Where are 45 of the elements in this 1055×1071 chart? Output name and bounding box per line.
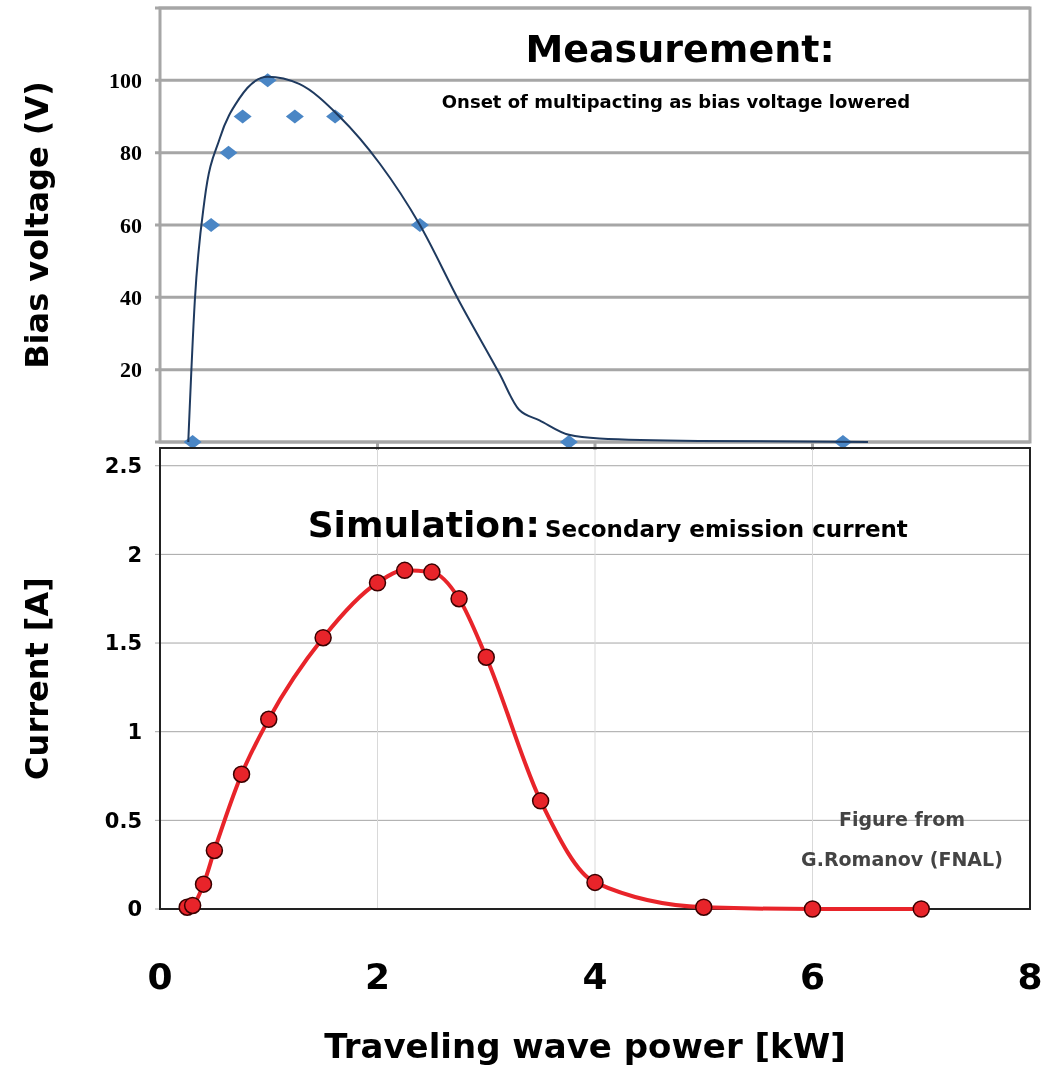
y-tick-label: 40 — [120, 285, 142, 311]
point — [260, 710, 278, 729]
point — [395, 561, 414, 580]
y-tick-label: 1.5 — [104, 631, 142, 656]
point — [559, 435, 578, 449]
point — [194, 875, 213, 893]
point — [314, 628, 332, 647]
x-tick-label: 6 — [799, 956, 826, 997]
annotation: Figure from G.Romanov (FNAL) — [801, 808, 1003, 870]
x-tick-label: 2 — [364, 956, 391, 997]
y-tick-label: 80 — [120, 140, 142, 166]
x-tick-label: 4 — [582, 956, 608, 997]
point — [586, 873, 604, 892]
y-tick-label: 20 — [120, 357, 142, 383]
point — [202, 218, 221, 232]
text: Secondary emission current — [545, 516, 908, 542]
point — [803, 900, 822, 918]
point — [183, 896, 202, 915]
point — [205, 841, 224, 860]
y-tick-label: 1 — [127, 720, 142, 745]
y-tick-label: 2 — [127, 542, 142, 567]
point — [368, 574, 387, 592]
point — [531, 792, 550, 810]
point — [912, 900, 930, 918]
y-axis-title: Bias voltage (V) — [18, 81, 56, 369]
y-tick-label: 2.5 — [104, 454, 142, 479]
point — [183, 435, 202, 449]
x-axis-title: Traveling wave power [kW] — [324, 1026, 846, 1066]
text: Onset of multipacting as bias voltage lowered — [441, 91, 911, 112]
text: Simulation: — [307, 504, 540, 545]
point — [285, 109, 304, 124]
point — [450, 589, 468, 608]
point — [695, 898, 713, 916]
text: Measurement: — [525, 27, 835, 71]
y-axis-title: Current [A] — [18, 577, 56, 780]
y-tick-label: 0.5 — [104, 808, 142, 833]
point — [219, 145, 238, 160]
y-tick-label: 100 — [109, 68, 142, 94]
x-tick-label: 8 — [1017, 956, 1043, 997]
point — [477, 648, 495, 666]
point — [232, 765, 251, 783]
y-tick-label: 60 — [120, 212, 142, 238]
point — [423, 563, 441, 581]
point — [233, 109, 252, 124]
y-tick-label: 0 — [127, 897, 142, 922]
